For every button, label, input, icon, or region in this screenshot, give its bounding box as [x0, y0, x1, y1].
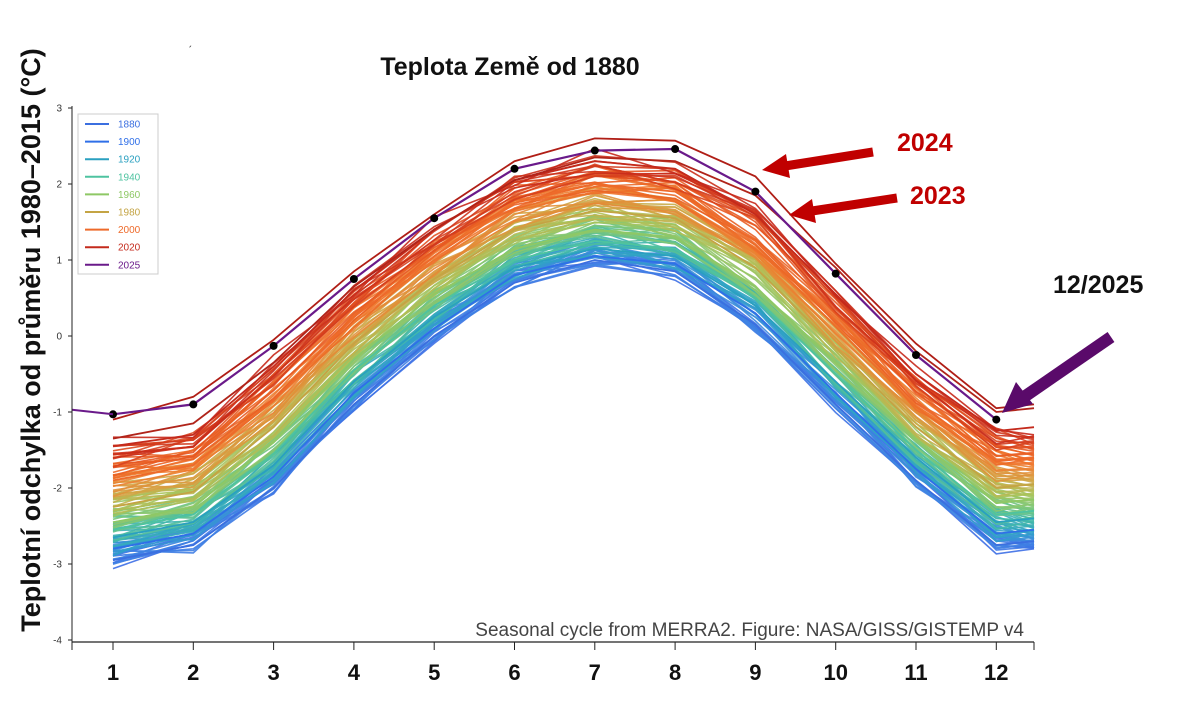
legend-label-1960: 1960 [118, 190, 141, 201]
plot-lines [71, 137, 1035, 570]
legend-label-2000: 2000 [118, 225, 141, 236]
stray-mark: ˏ [188, 34, 192, 48]
x-tick-label: 3 [267, 660, 279, 685]
series-line-1900 [112, 255, 1035, 550]
x-ticks: 1 2 3 4 5 6 7 8 9 10 11 12 [71, 642, 1035, 685]
x-tick-label: 1 [107, 660, 119, 685]
point-2025-m8 [671, 145, 680, 154]
series-line-1960 [112, 228, 1035, 524]
legend: 1880 1900 1920 1940 1960 1980 2000 2020 2025 [77, 113, 159, 275]
series-line-2024 [112, 137, 1035, 421]
series-line-1920 [112, 247, 1035, 539]
point-2025-m7 [590, 146, 599, 155]
year-line-bundle [112, 163, 1035, 468]
series-line-2025-stub [71, 408, 114, 416]
series-line-2025 [112, 147, 997, 421]
series-line-2000 [112, 183, 1035, 482]
legend-label-1880: 1880 [118, 120, 141, 131]
point-2025-m2 [189, 400, 198, 409]
year-line-bundle [112, 174, 1035, 460]
x-tick-label: 6 [508, 660, 520, 685]
series-line-1880 [112, 259, 1035, 562]
legend-label-1980: 1980 [118, 208, 141, 219]
y-tick-label: -4 [53, 636, 62, 647]
y-tick-label: -3 [53, 560, 62, 571]
y-tick-label: -1 [53, 408, 62, 419]
y-ticks: 3 2 1 0 -1 -2 -3 -4 [53, 104, 72, 647]
chart-title: Teplota Země od 1880 [380, 53, 639, 81]
series-line-2020 [112, 160, 1035, 448]
point-2025-m12 [992, 415, 1001, 424]
x-tick-label: 5 [428, 660, 440, 685]
y-tick-label: 3 [56, 104, 62, 115]
y-tick-label: 1 [56, 256, 62, 267]
point-2025-m6 [510, 164, 519, 173]
x-tick-label: 4 [348, 660, 361, 685]
point-2025-m5 [430, 214, 439, 223]
annotation-2023-label: 2023 [910, 182, 966, 210]
legend-label-2025: 2025 [118, 260, 141, 271]
arrow-122025-icon [1002, 332, 1115, 413]
year-line-bundle [112, 172, 1035, 456]
x-tick-label: 7 [589, 660, 601, 685]
legend-label-1920: 1920 [118, 155, 141, 166]
arrow-2023-icon [789, 193, 898, 223]
point-2025-m9 [751, 187, 760, 196]
legend-label-1900: 1900 [118, 137, 141, 148]
x-tick-label: 10 [823, 660, 847, 685]
point-2025-m10 [831, 269, 840, 278]
y-tick-label: 0 [56, 332, 62, 343]
point-2025-m3 [269, 341, 278, 350]
y-axis-label: Teplotní odchylka od průměru 1980–2015 (… [16, 48, 46, 631]
series-line-1940 [112, 240, 1035, 531]
x-tick-label: 9 [749, 660, 761, 685]
arrow-2024-icon [762, 147, 874, 178]
year-line-bundle [112, 227, 1035, 541]
x-tick-label: 11 [904, 660, 927, 685]
point-2025-m11 [912, 351, 920, 359]
y-tick-label: -2 [53, 484, 62, 495]
axes [71, 106, 1034, 643]
series-line-1980 [112, 209, 1035, 508]
annotation-122025-label: 12/2025 [1053, 271, 1143, 299]
year-line-bundle [112, 218, 1035, 495]
point-2025-m4 [349, 275, 358, 283]
y-tick-label: 2 [56, 180, 62, 191]
annotation-2024-label: 2024 [897, 129, 953, 157]
source-note: Seasonal cycle from MERRA2. Figure: NASA… [475, 620, 1024, 641]
legend-label-1940: 1940 [118, 172, 141, 183]
x-tick-label: 12 [984, 660, 1008, 685]
x-tick-label: 8 [669, 660, 681, 685]
annotations: 2024 2023 12/2025 [762, 129, 1143, 413]
x-tick-label: 2 [187, 660, 199, 685]
legend-label-2020: 2020 [118, 243, 141, 254]
